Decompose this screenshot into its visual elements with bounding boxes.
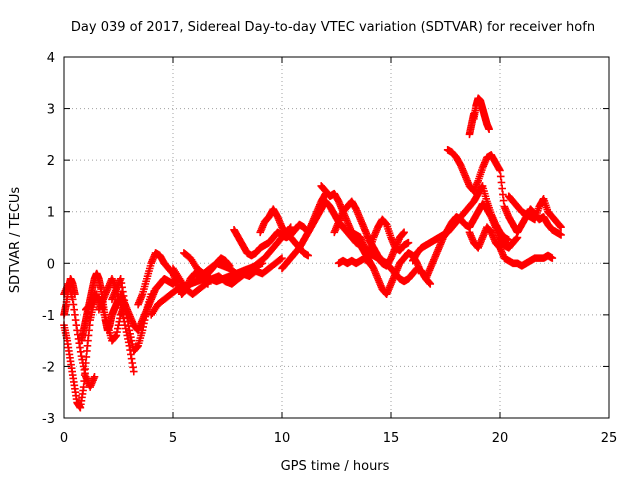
series-track-22	[422, 200, 522, 283]
x-tick-label: 25	[601, 431, 618, 446]
data-marks	[60, 94, 565, 412]
x-tick-label: 5	[169, 431, 177, 446]
x-axis-label: GPS time / hours	[281, 459, 390, 474]
series-track-8	[116, 274, 182, 335]
y-axis-label: SDTVAR / TECUs	[8, 187, 23, 294]
series-track-26	[465, 109, 478, 139]
data-point-markers	[465, 109, 478, 139]
series-track-6	[95, 274, 138, 376]
data-point-markers	[116, 274, 182, 335]
data-point-markers	[199, 254, 234, 283]
y-tick-label: 1	[47, 206, 55, 221]
plot-frame	[63, 56, 610, 419]
data-point-markers	[422, 200, 522, 283]
x-tick-label: 10	[274, 431, 291, 446]
data-point-markers	[256, 205, 312, 260]
data-point-markers	[504, 192, 565, 231]
y-tick-label: 4	[47, 51, 55, 66]
grid-lines	[64, 57, 609, 418]
data-point-markers	[95, 274, 138, 376]
data-point-markers	[334, 254, 373, 268]
axis-ticks: 0 5 10 15 20 25 -3 -2 -1 0 1 2 3 4	[42, 51, 617, 446]
series-track-19	[334, 254, 373, 268]
series-track-15	[256, 205, 312, 260]
data-point-markers	[330, 197, 435, 288]
data-point-markers	[465, 223, 557, 270]
y-tick-label: 2	[47, 154, 55, 169]
x-tick-label: 0	[60, 431, 68, 446]
data-point-markers	[365, 215, 413, 255]
x-tick-label: 15	[383, 431, 400, 446]
y-tick-label: 3	[47, 103, 55, 118]
series-track-24	[465, 223, 557, 270]
series-track-13	[199, 254, 234, 283]
y-tick-label: -1	[42, 309, 55, 324]
series-track-27	[504, 192, 565, 231]
y-tick-label: -2	[42, 360, 55, 375]
chart-title: Day 039 of 2017, Sidereal Day-to-day VTE…	[71, 20, 595, 35]
series-track-18	[330, 197, 435, 288]
series-track-20	[365, 215, 413, 255]
y-tick-label: -3	[42, 412, 55, 427]
y-tick-label: 0	[47, 257, 55, 272]
x-tick-label: 20	[492, 431, 509, 446]
